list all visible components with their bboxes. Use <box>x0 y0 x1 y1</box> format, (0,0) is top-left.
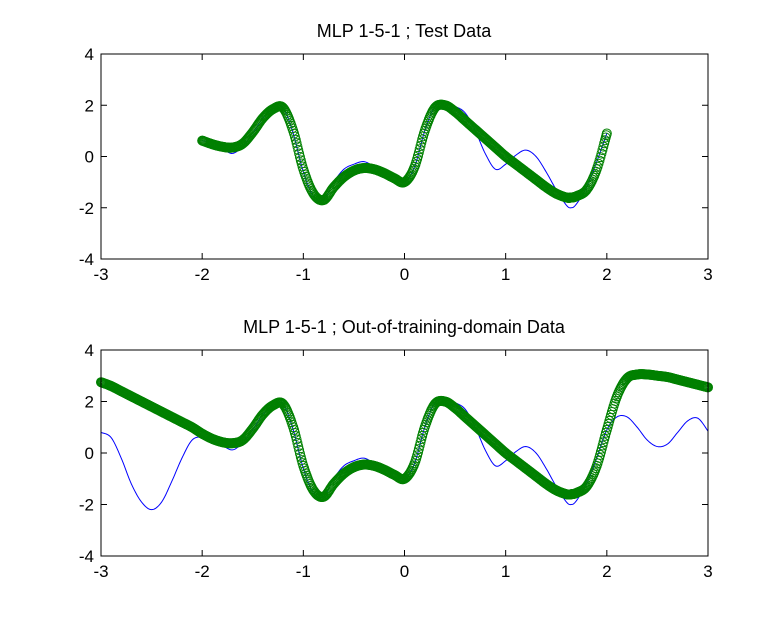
chart-panel-test-data: MLP 1-5-1 ; Test Data -3 -2 -1 0 1 2 3 -4 -2 0 2 4 <box>79 21 713 284</box>
chart-panel-out-of-domain-data: MLP 1-5-1 ; Out-of-training-domain Data … <box>79 317 713 581</box>
series-marker <box>291 434 302 445</box>
x-tick-label: 0 <box>400 562 409 581</box>
y-tick-label: -2 <box>79 199 94 218</box>
series-marker <box>596 148 607 159</box>
y-tick-label: -2 <box>79 496 94 515</box>
x-tick-label: -2 <box>195 562 210 581</box>
y-tick-label: -4 <box>79 250 94 269</box>
series-marker <box>294 445 305 455</box>
y-tick-label: 4 <box>85 45 94 64</box>
series-marker <box>405 170 416 181</box>
series-marker <box>293 145 304 156</box>
axis-frame <box>100 53 709 260</box>
x-tick-label: -1 <box>296 265 311 284</box>
series-marker <box>279 401 290 412</box>
x-tick-label: 1 <box>501 562 510 581</box>
x-tick-label: 2 <box>602 265 611 284</box>
series-marker <box>601 128 612 139</box>
series-marker <box>584 181 595 192</box>
series-marker <box>292 437 303 448</box>
axis-ticks: -3 -2 -1 0 1 2 3 -4 -2 0 2 4 <box>79 45 713 284</box>
y-tick-label: 2 <box>85 393 94 412</box>
axis-frame <box>100 349 709 557</box>
plot-area <box>96 369 713 511</box>
x-tick-label: -3 <box>93 562 108 581</box>
chart-title: MLP 1-5-1 ; Out-of-training-domain Data <box>243 317 566 337</box>
x-tick-label: 3 <box>703 265 712 284</box>
series-marker <box>279 105 290 116</box>
x-tick-label: -3 <box>93 265 108 284</box>
chart-title: MLP 1-5-1 ; Test Data <box>317 21 492 41</box>
plot-area <box>197 99 612 209</box>
y-tick-label: -4 <box>79 547 94 566</box>
y-tick-label: 4 <box>85 341 94 360</box>
series-marker <box>584 477 595 488</box>
mlp-output-series <box>96 369 713 503</box>
y-tick-label: 2 <box>85 96 94 115</box>
x-tick-label: 2 <box>602 562 611 581</box>
series-marker <box>294 148 305 159</box>
x-tick-label: 1 <box>501 265 510 284</box>
axis-ticks: -3 -2 -1 0 1 2 3 -4 -2 0 2 4 <box>79 341 713 581</box>
series-marker <box>291 138 302 149</box>
x-tick-label: 0 <box>400 265 409 284</box>
series-marker <box>405 467 416 478</box>
y-tick-label: 0 <box>85 444 94 463</box>
x-tick-label: 3 <box>703 562 712 581</box>
x-tick-label: -2 <box>195 265 210 284</box>
x-tick-label: -1 <box>296 562 311 581</box>
mlp-output-series <box>197 99 612 206</box>
series-marker <box>293 441 304 452</box>
y-tick-label: 0 <box>85 148 94 167</box>
series-marker <box>292 141 303 152</box>
